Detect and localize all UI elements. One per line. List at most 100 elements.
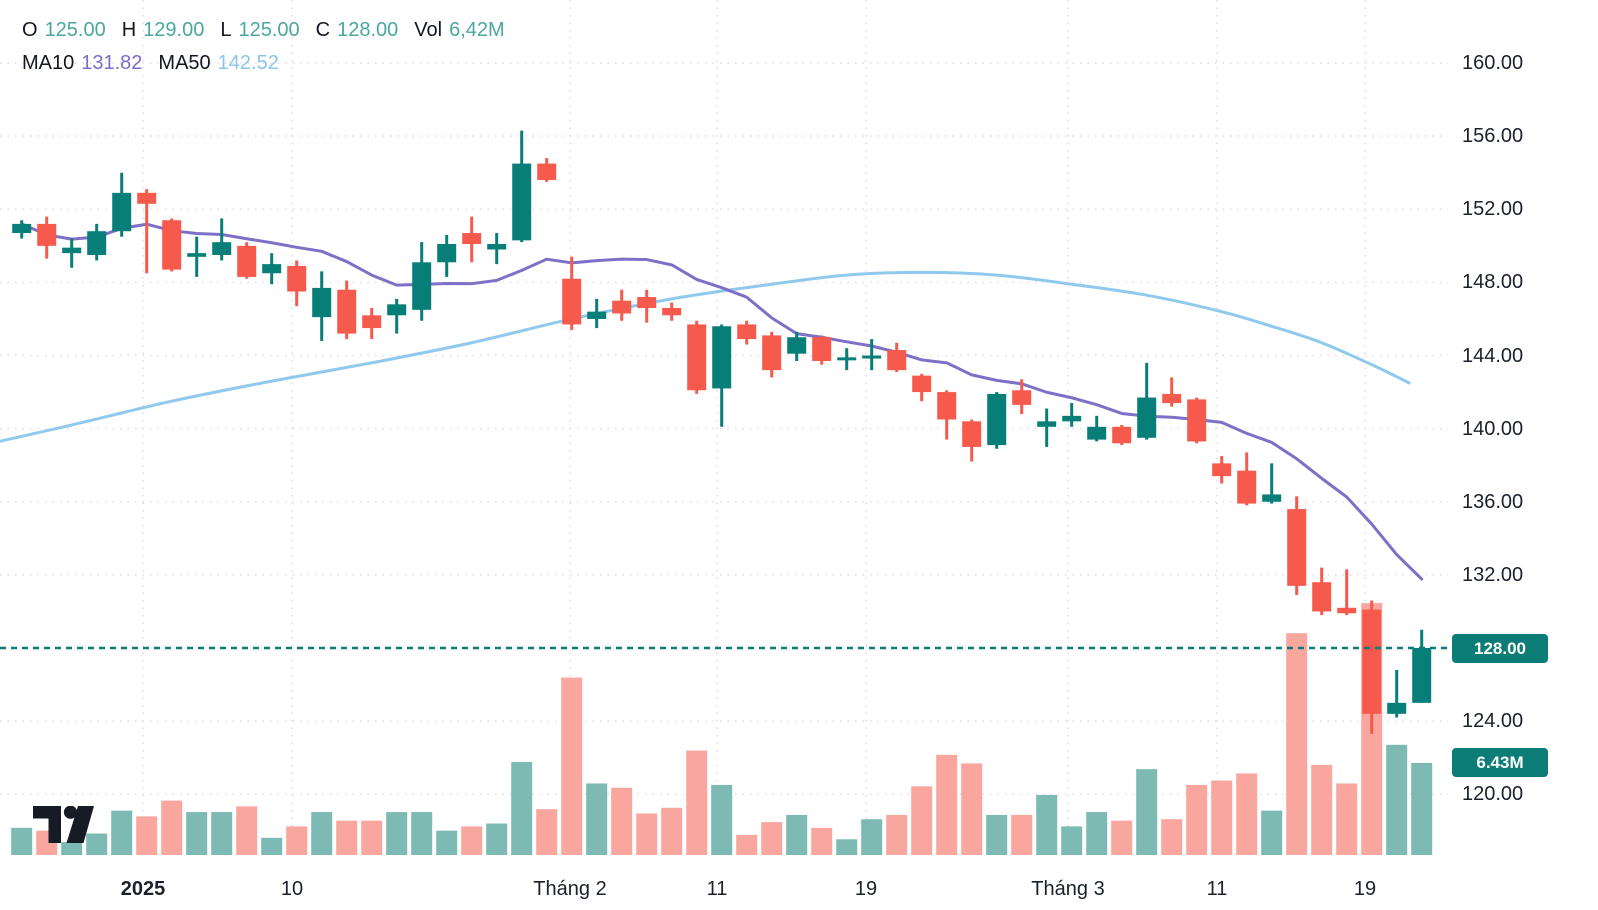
x-axis-label: 11 xyxy=(706,878,728,900)
candle-body xyxy=(1387,702,1407,714)
candle-body xyxy=(387,304,407,316)
candle-body xyxy=(862,355,882,359)
price-axis-label: 136.00 xyxy=(1462,490,1524,513)
open-label: O xyxy=(22,19,38,41)
low-value: 125.00 xyxy=(238,19,300,41)
x-axis-label: Tháng 2 xyxy=(533,878,607,900)
volume-bar xyxy=(661,807,683,855)
candle xyxy=(87,223,107,261)
candle xyxy=(887,342,907,372)
price-axis-label: 156.00 xyxy=(1462,125,1524,148)
candle-body xyxy=(1212,463,1232,477)
candle xyxy=(787,331,807,362)
candle-body xyxy=(937,392,957,420)
candle xyxy=(212,218,232,261)
volume-bar xyxy=(636,813,658,855)
candle xyxy=(562,256,582,330)
volume-bar xyxy=(286,826,308,855)
candle xyxy=(1112,424,1132,446)
volume-bar xyxy=(1111,820,1133,855)
ma10-label: MA10 xyxy=(22,52,75,74)
candle xyxy=(162,218,182,272)
candle xyxy=(762,331,782,378)
candle xyxy=(37,216,57,259)
candle xyxy=(512,130,532,243)
candle xyxy=(337,280,357,340)
candle-body xyxy=(1237,470,1257,504)
candle-body xyxy=(1337,607,1357,614)
volume-bar xyxy=(986,814,1008,855)
volume-bar xyxy=(761,822,783,855)
candle xyxy=(112,172,132,237)
candle-body xyxy=(737,324,757,340)
price-axis[interactable]: 128.00 6.43M 160.00 156.00 152.00 148.00 144… xyxy=(1450,0,1598,910)
candle-body xyxy=(112,192,132,232)
volume-bar xyxy=(1186,784,1208,855)
volume-bar xyxy=(836,839,858,855)
candle xyxy=(862,339,882,371)
volume-bar xyxy=(1211,780,1233,855)
candle-body xyxy=(1037,421,1057,427)
volume-value: 6,42M xyxy=(449,19,505,41)
volume-bar xyxy=(311,812,333,855)
candle xyxy=(62,238,82,268)
candle xyxy=(1162,377,1182,407)
candle-body xyxy=(212,242,232,255)
volume-bar xyxy=(886,814,908,855)
candle xyxy=(1012,379,1032,415)
volume-bar xyxy=(1411,762,1433,855)
volume-bar xyxy=(186,812,208,855)
volume-bar xyxy=(61,842,83,855)
volume-bar xyxy=(511,761,533,855)
candle-body xyxy=(712,326,732,389)
high-value: 129.00 xyxy=(143,19,205,41)
candle xyxy=(312,271,332,341)
candle-body xyxy=(1087,426,1107,440)
candle xyxy=(912,373,932,402)
candle-body xyxy=(487,244,507,250)
tradingview-logo[interactable] xyxy=(33,806,94,843)
ma-row: MA10 131.82 MA50 142.52 xyxy=(22,47,521,80)
candle-body xyxy=(337,289,357,334)
candle-body xyxy=(987,393,1007,446)
volume-bar xyxy=(1261,810,1283,855)
time-axis[interactable]: 2025 10 Tháng 2 11 19 Tháng 3 11 19 xyxy=(0,858,1598,910)
price-axis-label: 124.00 xyxy=(1462,710,1524,733)
volume-bar xyxy=(1061,826,1083,855)
candle-body xyxy=(262,264,282,274)
price-axis-label: 160.00 xyxy=(1462,52,1524,75)
x-axis-label: Tháng 3 xyxy=(1031,878,1105,900)
close-label: C xyxy=(315,19,331,41)
volume-bar xyxy=(1086,812,1108,855)
volume-bar xyxy=(361,820,383,855)
candle-body xyxy=(162,220,182,270)
volume-bar xyxy=(911,786,933,855)
low-label: L xyxy=(220,19,232,41)
candle-body xyxy=(87,231,107,255)
x-axis-label: 2025 xyxy=(120,878,166,900)
x-axis-label: 11 xyxy=(1206,878,1228,900)
volume-bar xyxy=(1236,773,1258,855)
candle-body xyxy=(37,223,57,246)
candle-body xyxy=(362,315,382,329)
candle-body xyxy=(912,375,932,393)
volume-bar xyxy=(1286,633,1308,855)
volume-bar xyxy=(736,834,758,855)
volume-label: Vol xyxy=(414,19,443,41)
candle xyxy=(1062,403,1082,427)
candle-body xyxy=(312,287,332,318)
price-axis-label: 152.00 xyxy=(1462,198,1524,221)
volume-bar xyxy=(961,763,983,855)
candle xyxy=(287,260,307,307)
candle-body xyxy=(687,324,707,391)
candle-body xyxy=(1012,390,1032,405)
candle xyxy=(1237,452,1257,506)
candle-body xyxy=(587,311,607,319)
open-value: 125.00 xyxy=(44,19,106,41)
candle-body xyxy=(562,278,582,325)
ma50-value: 142.52 xyxy=(217,52,279,74)
candle xyxy=(187,236,207,277)
volume-bar xyxy=(786,814,808,855)
